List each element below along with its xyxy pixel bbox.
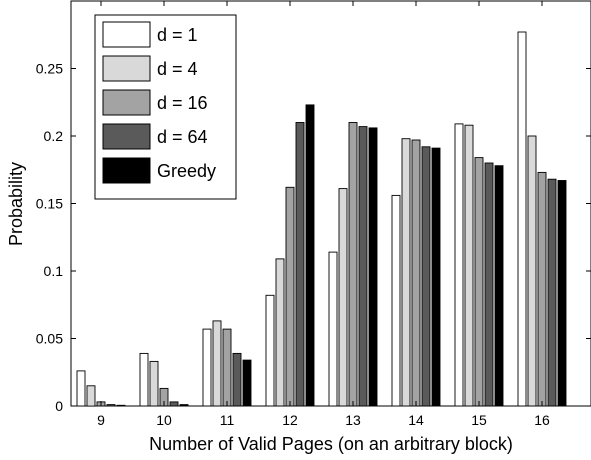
x-tick-label: 9 [97, 412, 105, 428]
bar-d-1-15 [454, 123, 464, 407]
legend-label: d = 4 [157, 59, 198, 79]
y-axis-title: Probability [6, 162, 26, 246]
bar-d-1-16 [517, 31, 527, 407]
bar-d-1-10 [139, 352, 149, 407]
y-axis: 0 0.05 0.1 0.15 0.2 0.25 [36, 61, 591, 414]
bar-greedy-14 [431, 147, 441, 407]
bar-d-4-10 [149, 360, 159, 407]
bar-d-4-9 [86, 385, 96, 407]
bar-d-4-16 [527, 135, 537, 407]
y-tick-label: 0 [55, 398, 63, 414]
bar-d-16-11 [222, 328, 232, 407]
bar-d-16-16 [537, 171, 547, 407]
bar-greedy-9 [116, 404, 126, 407]
x-tick-label: 14 [408, 412, 424, 428]
bar-d-16-12 [285, 186, 295, 407]
x-tick-label: 11 [220, 412, 235, 428]
legend-swatch [102, 89, 151, 116]
y-tick-label: 0.1 [44, 263, 64, 279]
bar-greedy-11 [242, 359, 252, 407]
bar-d-4-15 [464, 124, 474, 407]
bar-d-4-12 [275, 258, 285, 407]
legend-swatch [102, 157, 151, 184]
x-tick-label: 15 [471, 412, 487, 428]
bar-d-16-15 [474, 157, 484, 407]
bar-d-1-14 [391, 194, 401, 407]
bar-d-64-10 [169, 401, 179, 407]
legend-label: Greedy [157, 161, 216, 181]
y-tick-label: 0.25 [36, 61, 63, 77]
legend-swatch [102, 55, 151, 82]
y-tick-label: 0.2 [44, 128, 64, 144]
bar-d-4-13 [338, 188, 348, 407]
x-tick-label: 10 [156, 412, 172, 428]
bar-d-1-12 [265, 294, 275, 407]
bar-d-64-12 [295, 122, 305, 407]
x-axis-title: Number of Valid Pages (on an arbitrary b… [149, 434, 513, 454]
bar-greedy-12 [305, 104, 315, 407]
bar-d-64-14 [421, 146, 431, 407]
x-tick-label: 16 [534, 412, 550, 428]
bar-d-16-13 [348, 122, 358, 407]
bar-d-16-14 [411, 139, 421, 407]
legend-swatch [102, 123, 151, 150]
bar-d-4-14 [401, 138, 411, 407]
bar-greedy-16 [557, 180, 567, 407]
bar-d-64-11 [232, 352, 242, 407]
bar-d-64-16 [547, 178, 557, 407]
bar-d-64-15 [484, 162, 494, 407]
legend: d = 1 d = 4 d = 16 d = 64 Greedy [94, 14, 237, 200]
bar-greedy-15 [494, 165, 504, 407]
bar-d-64-13 [358, 126, 368, 407]
bar-d-4-11 [212, 320, 222, 407]
bar-d-1-9 [76, 370, 86, 407]
y-tick-label: 0.15 [36, 196, 63, 212]
y-tick-label: 0.05 [36, 331, 63, 347]
bar-greedy-13 [368, 127, 378, 407]
x-tick-label: 12 [282, 412, 298, 428]
legend-swatch [102, 21, 151, 48]
legend-label: d = 1 [157, 25, 198, 45]
legend-label: d = 64 [157, 127, 208, 147]
bar-greedy-10 [179, 404, 189, 407]
bar-d-1-13 [328, 251, 338, 407]
x-tick-label: 13 [345, 412, 361, 428]
x-axis: 9 10 11 12 13 14 15 16 [97, 1, 550, 428]
bar-d-1-11 [202, 328, 212, 407]
legend-label: d = 16 [157, 93, 208, 113]
bar-d-64-9 [106, 404, 116, 407]
